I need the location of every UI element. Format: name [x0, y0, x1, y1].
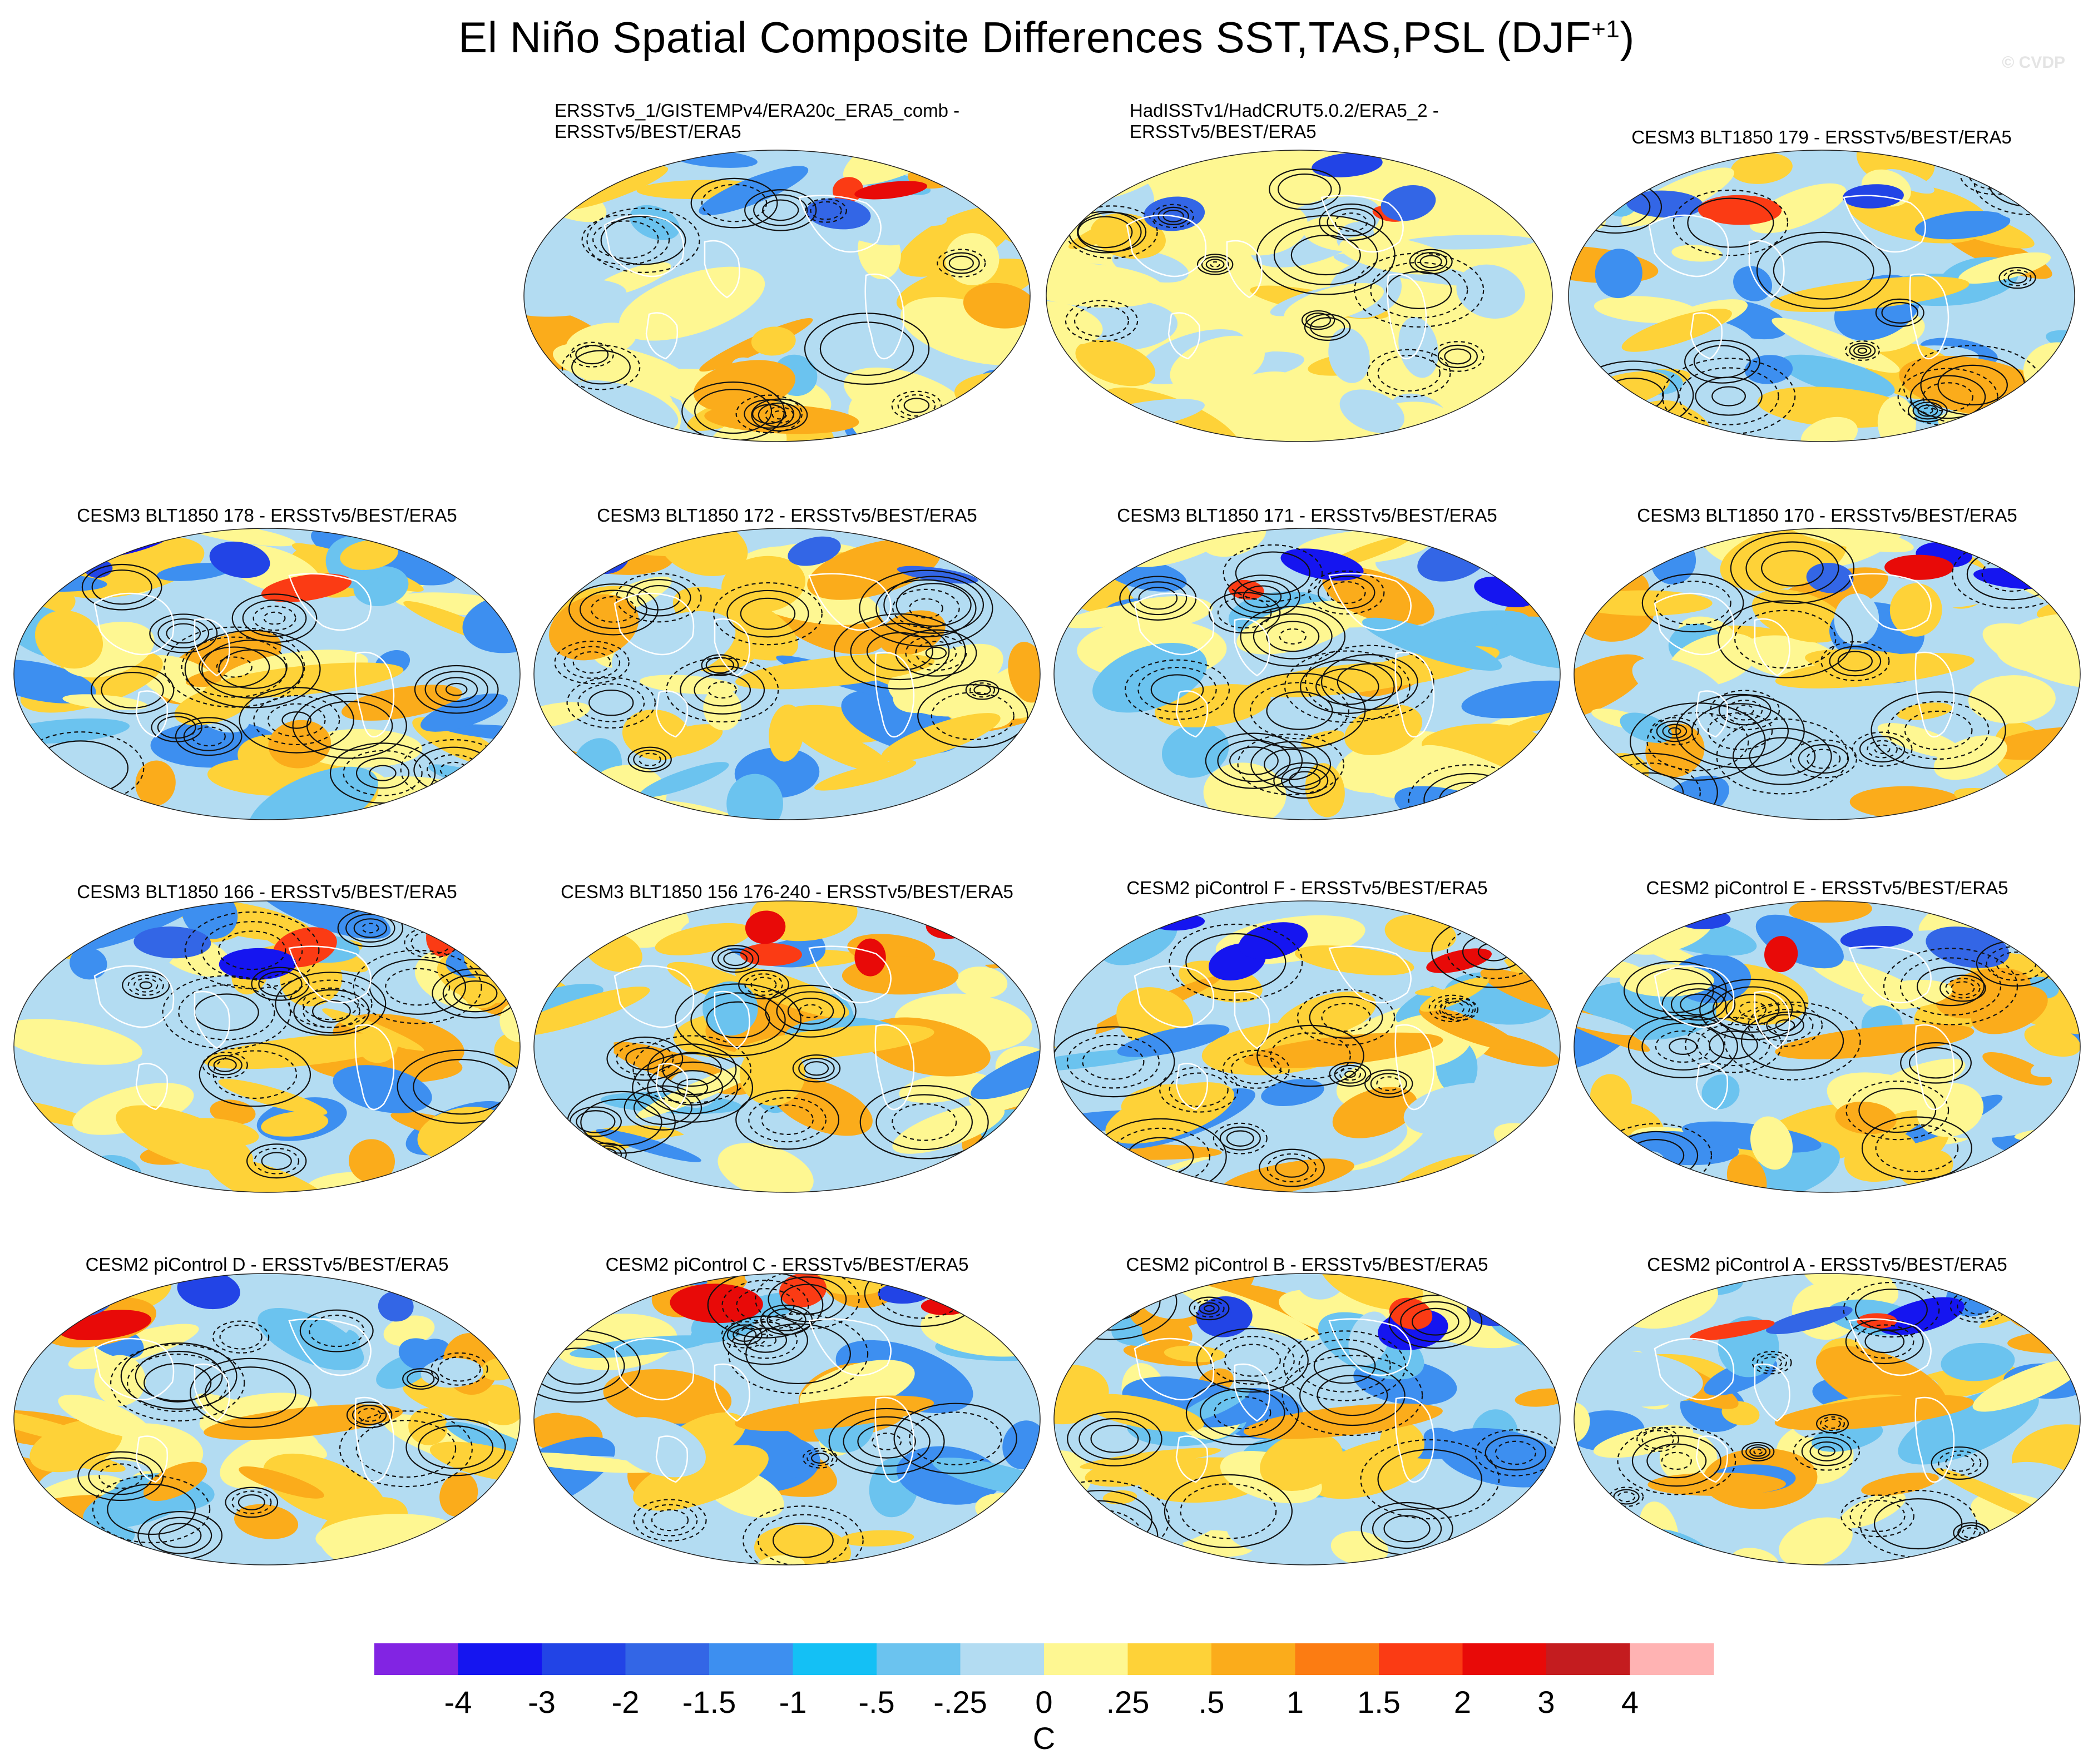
panel-title: CESM3 BLT1850 171 - ERSSTv5/BEST/ERA5 [1117, 505, 1497, 526]
panel: ERSSTv5_1/GISTEMPv4/ERA20c_ERA5_comb - ER… [521, 100, 1033, 445]
panel: CESM3 BLT1850 166 - ERSSTv5/BEST/ERA5 [11, 851, 523, 1196]
colorbar-tick-label: -.25 [933, 1684, 987, 1720]
colorbar-box [877, 1643, 961, 1675]
colorbar-tick-label: 0 [1035, 1684, 1052, 1720]
colorbar-tick-label: -1.5 [682, 1684, 736, 1720]
panel-title: CESM2 piControl A - ERSSTv5/BEST/ERA5 [1647, 1254, 2007, 1275]
colorbar-box [1211, 1643, 1296, 1675]
colorbar-box [1379, 1643, 1463, 1675]
colorbar-box [960, 1643, 1045, 1675]
panel-title: HadISSTv1/HadCRUT5.0.2/ERA5_2 - ERSSTv5/B… [1130, 100, 1439, 142]
map [523, 150, 1031, 442]
colorbar-box [625, 1643, 710, 1675]
panel-title: CESM3 BLT1850 178 - ERSSTv5/BEST/ERA5 [77, 505, 457, 526]
panel: CESM3 BLT1850 156 176-240 - ERSSTv5/BEST… [531, 851, 1043, 1196]
colorbar-tick-label: .5 [1199, 1684, 1225, 1720]
panel: CESM3 BLT1850 179 - ERSSTv5/BEST/ERA5 [1566, 100, 2077, 445]
map [1053, 1273, 1561, 1565]
panel: CESM3 BLT1850 170 - ERSSTv5/BEST/ERA5 [1571, 478, 2083, 823]
colorbar-box [1044, 1643, 1129, 1675]
map [533, 528, 1041, 820]
colorbar-tick-label: -1 [779, 1684, 807, 1720]
colorbar-tick-label: 2 [1454, 1684, 1471, 1720]
map [1053, 528, 1561, 820]
panel: CESM2 piControl B - ERSSTv5/BEST/ERA5 [1051, 1223, 1563, 1568]
colorbar-tick-label: 4 [1621, 1684, 1639, 1720]
colorbar-box [1546, 1643, 1631, 1675]
map [13, 900, 521, 1193]
panel-title: CESM2 piControl E - ERSSTv5/BEST/ERA5 [1646, 878, 2008, 898]
map [533, 1273, 1041, 1565]
colorbar-box [709, 1643, 794, 1675]
panel: CESM3 BLT1850 171 - ERSSTv5/BEST/ERA5 [1051, 478, 1563, 823]
panel-title: CESM3 BLT1850 170 - ERSSTv5/BEST/ERA5 [1637, 505, 2017, 526]
colorbar-unit-label: C [1033, 1721, 1055, 1756]
panel-title: CESM2 piControl F - ERSSTv5/BEST/ERA5 [1126, 878, 1488, 898]
colorbar-box [374, 1643, 459, 1675]
map [1574, 1273, 2081, 1565]
page-title: El Niño Spatial Composite Differences SS… [458, 13, 1635, 62]
panel-title: CESM3 BLT1850 179 - ERSSTv5/BEST/ERA5 [1631, 127, 2012, 147]
colorbar-box [542, 1643, 626, 1675]
watermark: © CVDP [2002, 53, 2065, 72]
map [1574, 528, 2081, 820]
colorbar-box [793, 1643, 877, 1675]
map [1046, 150, 1553, 442]
colorbar-box [1295, 1643, 1379, 1675]
panel: CESM3 BLT1850 172 - ERSSTv5/BEST/ERA5 [531, 478, 1043, 823]
panel: CESM3 BLT1850 178 - ERSSTv5/BEST/ERA5 [11, 478, 523, 823]
colorbar-tick-label: 1 [1287, 1684, 1304, 1720]
colorbar-tick-label: -2 [612, 1684, 640, 1720]
colorbar-box [1630, 1643, 1714, 1675]
panel-title: CESM3 BLT1850 172 - ERSSTv5/BEST/ERA5 [597, 505, 977, 526]
colorbar-tick-label: -.5 [858, 1684, 894, 1720]
map [533, 900, 1041, 1193]
panel-title: CESM3 BLT1850 156 176-240 - ERSSTv5/BEST… [561, 881, 1013, 902]
map [13, 1273, 521, 1565]
colorbar-tick-label: .25 [1106, 1684, 1150, 1720]
colorbar-box [458, 1643, 542, 1675]
panel: CESM2 piControl C - ERSSTv5/BEST/ERA5 [531, 1223, 1043, 1568]
panel: CESM2 piControl E - ERSSTv5/BEST/ERA5 [1571, 851, 2083, 1196]
colorbar-box [1127, 1643, 1212, 1675]
colorbar-tick-label: 1.5 [1357, 1684, 1401, 1720]
map [1574, 900, 2081, 1193]
panel: CESM2 piControl A - ERSSTv5/BEST/ERA5 [1571, 1223, 2083, 1568]
map [1568, 150, 2075, 442]
panel-title: ERSSTv5_1/GISTEMPv4/ERA20c_ERA5_comb - ER… [555, 100, 960, 142]
panel-title: CESM2 piControl C - ERSSTv5/BEST/ERA5 [605, 1254, 969, 1275]
panel: CESM2 piControl D - ERSSTv5/BEST/ERA5 [11, 1223, 523, 1568]
panel: CESM2 piControl F - ERSSTv5/BEST/ERA5 [1051, 851, 1563, 1196]
panel-title: CESM3 BLT1850 166 - ERSSTv5/BEST/ERA5 [77, 881, 457, 902]
panel-title: CESM2 piControl B - ERSSTv5/BEST/ERA5 [1126, 1254, 1488, 1275]
colorbar-box [1462, 1643, 1547, 1675]
colorbar-tick-label: 3 [1537, 1684, 1555, 1720]
panel: HadISSTv1/HadCRUT5.0.2/ERA5_2 - ERSSTv5/B… [1043, 100, 1555, 445]
map [13, 528, 521, 820]
colorbar-tick-label: -3 [528, 1684, 556, 1720]
map [1053, 900, 1561, 1193]
colorbar-tick-label: -4 [444, 1684, 472, 1720]
panel-title: CESM2 piControl D - ERSSTv5/BEST/ERA5 [85, 1254, 449, 1275]
